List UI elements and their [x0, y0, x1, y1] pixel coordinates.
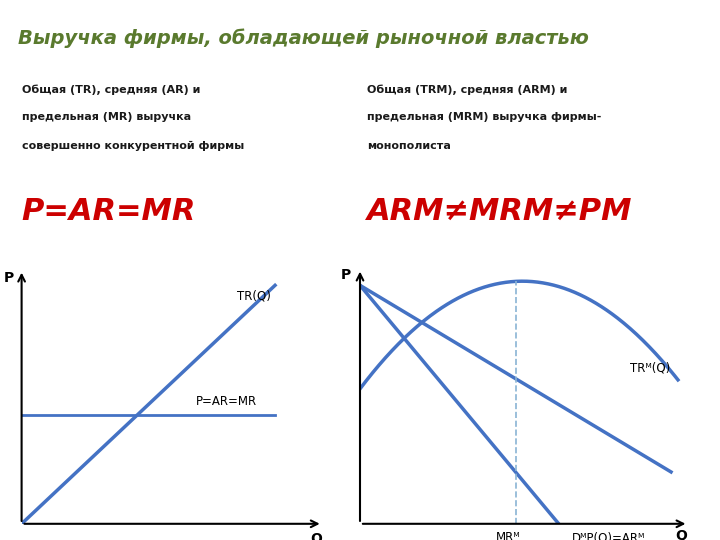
Text: Выручка фирмы, обладающей рыночной властью: Выручка фирмы, обладающей рыночной власт…	[18, 29, 589, 49]
Text: P=AR=MR: P=AR=MR	[196, 395, 257, 408]
Text: TR(Q): TR(Q)	[237, 289, 271, 302]
Text: монополиста: монополиста	[367, 140, 451, 151]
Text: Q: Q	[310, 532, 322, 540]
Text: DᴹP(Q)=ARᴹ: DᴹP(Q)=ARᴹ	[572, 531, 646, 540]
Text: Q: Q	[675, 529, 688, 540]
Text: P: P	[341, 268, 351, 282]
Text: ARМ≠MRМ≠PМ: ARМ≠MRМ≠PМ	[367, 197, 633, 226]
Text: MRᴹ: MRᴹ	[496, 531, 521, 540]
Text: Общая (TRМ), средняя (ARМ) и: Общая (TRМ), средняя (ARМ) и	[367, 84, 567, 95]
Text: совершенно конкурентной фирмы: совершенно конкурентной фирмы	[22, 140, 244, 151]
Text: P=AR=MR: P=AR=MR	[22, 197, 196, 226]
Text: предельная (MR) выручка: предельная (MR) выручка	[22, 112, 191, 123]
Text: P: P	[4, 271, 14, 285]
Text: Общая (TR), средняя (AR) и: Общая (TR), средняя (AR) и	[22, 84, 200, 95]
Text: TRᴹ(Q): TRᴹ(Q)	[629, 362, 670, 375]
Text: предельная (MRМ) выручка фирмы-: предельная (MRМ) выручка фирмы-	[367, 112, 602, 123]
